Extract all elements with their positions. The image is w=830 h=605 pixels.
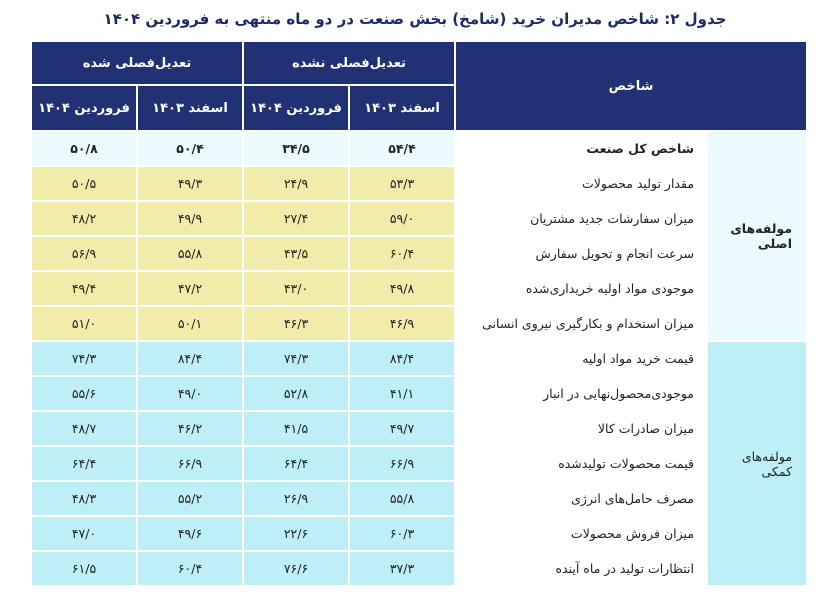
value-cell: ۵۵/۲ bbox=[136, 480, 244, 517]
table-row: موجودی مواد اولیه خریداری‌شده ۴۹/۸ ۴۳/۰ ۴۷/… bbox=[30, 270, 807, 307]
table-row: موجودی‌محصول‌نهایی در انبار ۴۱/۱ ۵۲/۸ ۴۹/۰ ۵… bbox=[30, 375, 807, 412]
value-cell: ۲۷/۴ bbox=[241, 200, 351, 237]
nsa-farvardin-header: فروردین ۱۴۰۴ bbox=[241, 84, 351, 132]
value-cell: ۴۱/۵ bbox=[241, 410, 351, 447]
value-cell: ۵۰/۵ bbox=[30, 165, 138, 202]
value-cell: ۴۹/۰ bbox=[136, 375, 244, 412]
value-cell: ۶۶/۹ bbox=[136, 445, 244, 482]
value-cell: ۷۴/۳ bbox=[30, 340, 138, 377]
value-cell: ۶۶/۹ bbox=[348, 445, 457, 482]
table-row: قیمت محصولات تولیدشده ۶۶/۹ ۶۴/۴ ۶۶/۹ ۶۴/۴ bbox=[30, 445, 807, 482]
table-title: جدول ۲: شاخص مدیران خرید (شامخ) بخش صنعت… bbox=[103, 10, 727, 28]
value-cell: ۴۹/۴ bbox=[30, 270, 138, 307]
value-cell: ۵۹/۰ bbox=[348, 200, 457, 237]
indicator-name: میزان استخدام و بکارگیری نیروی انسانی bbox=[454, 305, 709, 342]
value-cell: ۵۰/۴ bbox=[136, 130, 244, 167]
value-cell: ۵۰/۱ bbox=[136, 305, 244, 342]
value-cell: ۶۴/۴ bbox=[30, 445, 138, 482]
table-row: میزان صادرات کالا ۴۹/۷ ۴۱/۵ ۴۶/۲ ۴۸/۷ bbox=[30, 410, 807, 447]
indicator-name: موجودی‌محصول‌نهایی در انبار bbox=[454, 375, 709, 412]
value-cell: ۴۹/۶ bbox=[136, 515, 244, 552]
value-cell: ۶۱/۵ bbox=[30, 550, 138, 587]
indicator-name: سرعت انجام و تحویل سفارش bbox=[454, 235, 709, 272]
table-body: مولفه‌های اصلی شاخص کل صنعت ۵۴/۴ ۳۴/۵ ۵۰/۴ ۵۰… bbox=[30, 130, 809, 587]
indicator-header: شاخص bbox=[454, 40, 809, 132]
value-cell: ۷۶/۶ bbox=[241, 550, 351, 587]
indicator-name: قیمت خرید مواد اولیه bbox=[454, 340, 709, 377]
indicator-name: مصرف حامل‌های انرژی bbox=[454, 480, 709, 517]
table-row: مصرف حامل‌های انرژی ۵۵/۸ ۲۶/۹ ۵۵/۲ ۴۸/۳ bbox=[30, 480, 807, 517]
value-cell: ۲۲/۶ bbox=[241, 515, 351, 552]
value-cell: ۴۹/۹ bbox=[136, 200, 244, 237]
value-cell: ۵۳/۳ bbox=[348, 165, 457, 202]
value-cell: ۴۸/۲ bbox=[30, 200, 138, 237]
value-cell: ۳۷/۳ bbox=[348, 550, 457, 587]
value-cell: ۴۹/۳ bbox=[136, 165, 244, 202]
value-cell: ۵۲/۸ bbox=[241, 375, 351, 412]
indicator-name: میزان فروش محصولات bbox=[454, 515, 709, 552]
nsa-esfand-header: اسفند ۱۴۰۳ bbox=[348, 84, 457, 132]
indicator-name: موجودی مواد اولیه خریداری‌شده bbox=[454, 270, 709, 307]
value-cell: ۴۶/۹ bbox=[348, 305, 457, 342]
value-cell: ۴۶/۲ bbox=[136, 410, 244, 447]
value-cell: ۴۸/۳ bbox=[30, 480, 138, 517]
indicator-name: شاخص کل صنعت bbox=[454, 130, 709, 167]
sa-esfand-header: اسفند ۱۴۰۳ bbox=[136, 84, 244, 132]
indicator-name: میزان صادرات کالا bbox=[454, 410, 709, 447]
category-main: مولفه‌های اصلی bbox=[706, 130, 809, 342]
total-row: مولفه‌های اصلی شاخص کل صنعت ۵۴/۴ ۳۴/۵ ۵۰/۴ ۵۰… bbox=[30, 130, 809, 342]
non-seasonally-adjusted-header: تعدیل‌فصلی نشده bbox=[241, 40, 457, 86]
value-cell: ۴۸/۷ bbox=[30, 410, 138, 447]
indicator-name: مقدار تولید محصولات bbox=[454, 165, 709, 202]
value-cell: ۲۶/۹ bbox=[241, 480, 351, 517]
value-cell: ۶۰/۳ bbox=[348, 515, 457, 552]
value-cell: ۳۴/۵ bbox=[241, 130, 351, 167]
value-cell: ۴۷/۲ bbox=[136, 270, 244, 307]
category-aux: مولفه‌های کمکی bbox=[706, 340, 809, 587]
value-cell: ۶۰/۴ bbox=[348, 235, 457, 272]
value-cell: ۵۶/۹ bbox=[30, 235, 138, 272]
value-cell: ۵۵/۸ bbox=[348, 480, 457, 517]
table-row: انتظارات تولید در ماه آینده ۳۷/۳ ۷۶/۶ ۶۰/۴ ۶… bbox=[30, 550, 807, 587]
table-row: مولفه‌های کمکی قیمت خرید مواد اولیه ۸۴/۴ ۷۴… bbox=[30, 340, 809, 587]
table-row: سرعت انجام و تحویل سفارش ۶۰/۴ ۴۳/۵ ۵۵/۸ ۵۶/۹ bbox=[30, 235, 807, 272]
value-cell: ۵۵/۸ bbox=[136, 235, 244, 272]
value-cell: ۲۴/۹ bbox=[241, 165, 351, 202]
indicator-name: قیمت محصولات تولیدشده bbox=[454, 445, 709, 482]
indicator-name: میزان سفارشات جدید مشتریان bbox=[454, 200, 709, 237]
value-cell: ۶۰/۴ bbox=[136, 550, 244, 587]
table-row: مقدار تولید محصولات ۵۳/۳ ۲۴/۹ ۴۹/۳ ۵۰/۵ bbox=[30, 165, 807, 202]
value-cell: ۵۱/۰ bbox=[30, 305, 138, 342]
value-cell: ۴۷/۰ bbox=[30, 515, 138, 552]
value-cell: ۵۵/۶ bbox=[30, 375, 138, 412]
value-cell: ۵۴/۴ bbox=[348, 130, 457, 167]
value-cell: ۴۹/۷ bbox=[348, 410, 457, 447]
pmi-table: شاخص تعدیل‌فصلی نشده تعدیل‌فصلی شده اسفن… bbox=[30, 40, 809, 587]
table-row: میزان سفارشات جدید مشتریان ۵۹/۰ ۲۷/۴ ۴۹/۹ ۴۸… bbox=[30, 200, 807, 237]
sa-farvardin-header: فروردین ۱۴۰۴ bbox=[30, 84, 138, 132]
value-cell: ۸۴/۴ bbox=[348, 340, 457, 377]
value-cell: ۵۰/۸ bbox=[30, 130, 138, 167]
value-cell: ۷۴/۳ bbox=[241, 340, 351, 377]
value-cell: ۸۴/۴ bbox=[136, 340, 244, 377]
table-row: میزان استخدام و بکارگیری نیروی انسانی ۴۶/… bbox=[30, 305, 807, 342]
value-cell: ۴۱/۱ bbox=[348, 375, 457, 412]
table-row: میزان فروش محصولات ۶۰/۳ ۲۲/۶ ۴۹/۶ ۴۷/۰ bbox=[30, 515, 807, 552]
seasonally-adjusted-header: تعدیل‌فصلی شده bbox=[30, 40, 244, 86]
value-cell: ۶۴/۴ bbox=[241, 445, 351, 482]
indicator-name: انتظارات تولید در ماه آینده bbox=[454, 550, 709, 587]
value-cell: ۴۳/۰ bbox=[241, 270, 351, 307]
value-cell: ۴۳/۵ bbox=[241, 235, 351, 272]
value-cell: ۴۹/۸ bbox=[348, 270, 457, 307]
value-cell: ۴۶/۳ bbox=[241, 305, 351, 342]
